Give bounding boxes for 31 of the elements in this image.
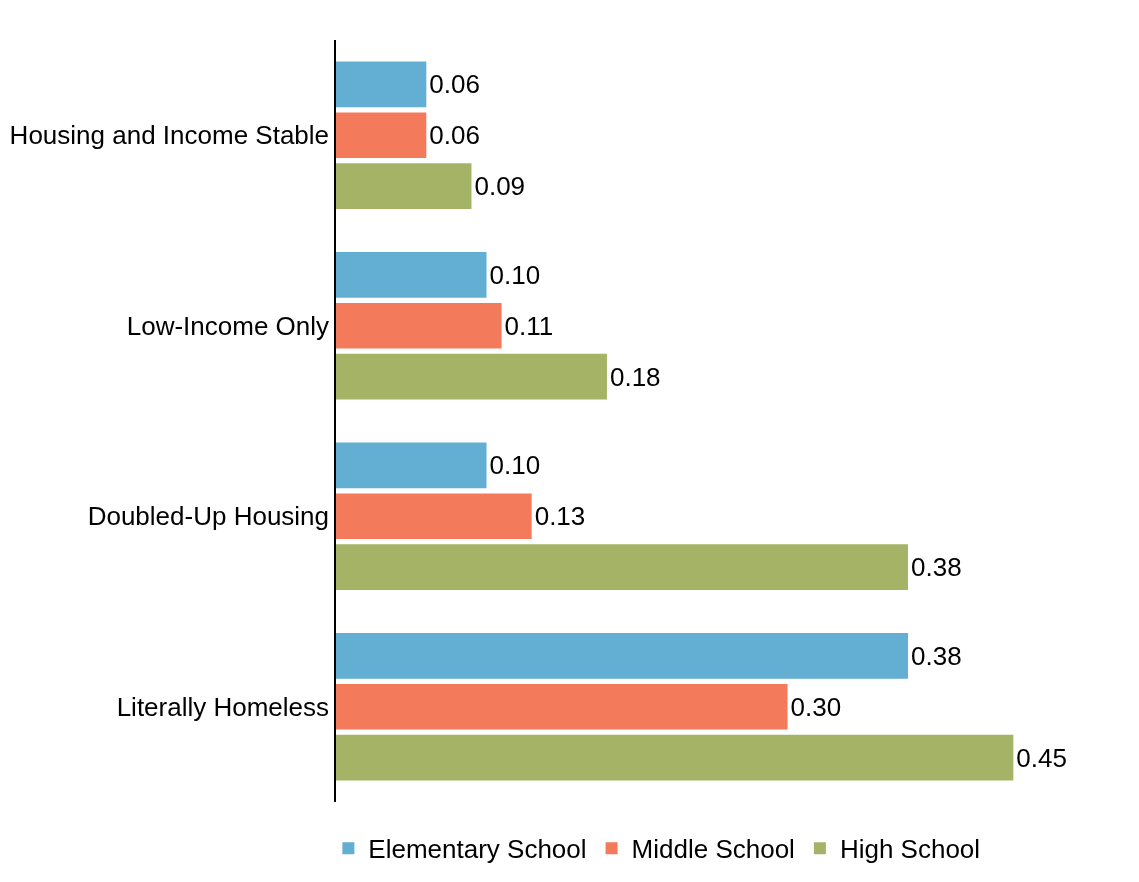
- bar: [336, 353, 607, 400]
- data-label: 0.18: [609, 361, 661, 392]
- bar: [336, 633, 908, 679]
- data-label: 0.11: [504, 310, 554, 341]
- bar: [336, 683, 788, 730]
- bar: [336, 61, 427, 108]
- data-label: 0.38: [910, 552, 962, 583]
- bar: [336, 442, 487, 489]
- legend-label: Elementary School: [368, 834, 587, 865]
- data-label: 0.10: [489, 259, 541, 290]
- bar: [336, 493, 532, 540]
- y-tick-label: Literally Homeless: [116, 691, 330, 722]
- bar: [336, 163, 472, 209]
- data-label: 0.06: [429, 69, 480, 100]
- data-label: 0.10: [489, 450, 541, 481]
- data-label: 0.13: [534, 501, 586, 532]
- data-label: 0.45: [1016, 742, 1067, 773]
- bar: [336, 302, 502, 349]
- data-label: 0.06: [429, 120, 480, 151]
- y-tick-label: Housing and Income Stable: [9, 120, 330, 151]
- bar: [336, 112, 427, 159]
- y-tick-label: Doubled-Up Housing: [87, 501, 330, 532]
- bar: [336, 544, 908, 590]
- data-label: 0.09: [474, 171, 526, 202]
- data-label: 0.30: [790, 691, 842, 722]
- data-label: 0.38: [910, 640, 962, 671]
- legend-label: Middle School: [631, 834, 795, 865]
- bar: [336, 252, 487, 298]
- legend-label: High School: [839, 834, 981, 865]
- y-tick-label: Low-Income Only: [126, 310, 330, 341]
- bar: [336, 734, 1014, 781]
